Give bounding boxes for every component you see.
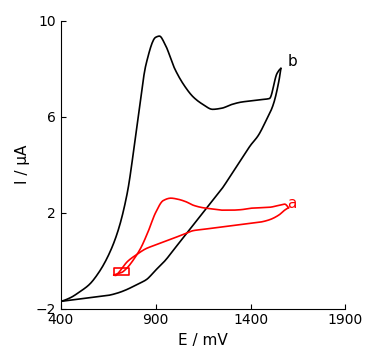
Y-axis label: I / μA: I / μA	[15, 145, 30, 184]
X-axis label: E / mV: E / mV	[178, 333, 228, 348]
Text: b: b	[288, 54, 297, 69]
Text: a: a	[288, 196, 297, 211]
